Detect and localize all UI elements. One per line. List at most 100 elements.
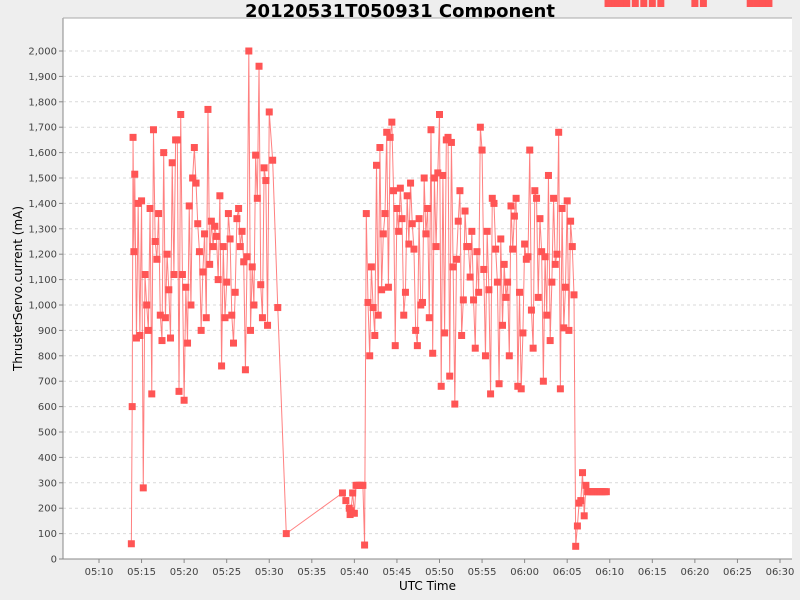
data-point-marker	[144, 326, 152, 334]
data-point-marker	[173, 136, 181, 144]
data-point-marker	[245, 47, 253, 55]
data-point-marker	[410, 245, 418, 253]
data-point-marker	[371, 331, 379, 339]
data-point-marker	[454, 217, 462, 225]
data-point-marker	[510, 212, 518, 220]
data-point-marker	[127, 540, 135, 548]
x-tick-label: 05:55	[468, 567, 497, 578]
data-point-marker	[247, 326, 255, 334]
data-point-marker	[430, 174, 438, 182]
data-point-marker	[434, 169, 442, 177]
y-tick-label: 500	[38, 428, 57, 439]
data-point-marker	[248, 263, 256, 271]
series-line	[130, 50, 607, 547]
data-point-marker	[128, 403, 136, 411]
data-point-marker	[495, 380, 503, 388]
data-point-marker	[480, 265, 488, 273]
data-point-marker	[204, 105, 212, 113]
data-point-marker	[403, 192, 411, 200]
data-point-marker	[400, 311, 408, 319]
x-tick-label: 05:35	[297, 567, 326, 578]
data-point-marker	[390, 187, 398, 195]
x-tick-label: 05:10	[85, 567, 114, 578]
data-point-marker	[143, 301, 151, 309]
data-point-marker	[519, 329, 527, 337]
data-point-marker	[184, 339, 192, 347]
x-tick-label: 05:50	[425, 567, 454, 578]
data-point-marker	[546, 337, 554, 345]
data-point-marker	[490, 199, 498, 207]
data-point-marker	[156, 311, 164, 319]
data-point-marker	[466, 273, 474, 281]
x-tick-label: 05:15	[127, 567, 156, 578]
data-point-marker	[231, 288, 239, 296]
data-point-marker	[527, 306, 535, 314]
y-tick-label: 1,500	[28, 174, 57, 185]
data-point-marker	[541, 253, 549, 261]
data-point-marker	[257, 281, 265, 289]
data-point-marker	[170, 271, 178, 279]
data-point-marker	[560, 324, 568, 332]
data-point-marker	[338, 489, 346, 497]
data-point-marker	[158, 337, 166, 345]
data-point-marker	[194, 220, 202, 228]
data-point-marker	[453, 255, 461, 263]
data-point-marker	[224, 210, 232, 218]
data-point-marker	[533, 194, 541, 202]
data-point-marker	[492, 245, 500, 253]
data-point-marker	[282, 530, 290, 538]
x-tick-label: 06:05	[553, 567, 582, 578]
data-point-marker	[447, 138, 455, 146]
data-point-marker	[379, 230, 387, 238]
data-point-marker	[556, 385, 564, 393]
x-tick-label: 05:25	[212, 567, 241, 578]
data-point-marker	[262, 177, 270, 185]
data-point-marker	[391, 342, 399, 350]
data-point-marker	[446, 372, 454, 380]
data-point-marker	[439, 171, 447, 179]
data-point-marker	[252, 151, 260, 159]
x-tick-label: 05:30	[255, 567, 284, 578]
data-point-marker	[582, 481, 590, 489]
data-point-marker	[544, 171, 552, 179]
data-point-marker	[427, 126, 435, 134]
data-point-marker	[369, 304, 377, 312]
data-point-marker	[539, 377, 547, 385]
data-point-marker	[464, 243, 472, 251]
data-point-marker	[386, 133, 394, 141]
data-point-marker	[378, 286, 386, 294]
data-point-marker	[699, 0, 707, 7]
data-point-marker	[619, 0, 627, 7]
data-point-marker	[407, 179, 415, 187]
data-point-marker	[753, 0, 761, 7]
data-point-marker	[167, 334, 175, 342]
data-point-marker	[349, 489, 357, 497]
data-point-marker	[223, 278, 231, 286]
data-point-marker	[405, 240, 413, 248]
data-point-marker	[218, 362, 226, 370]
data-point-marker	[207, 217, 215, 225]
data-point-marker	[487, 390, 495, 398]
data-point-marker	[451, 400, 459, 408]
data-point-marker	[226, 235, 234, 243]
data-point-marker	[149, 126, 157, 134]
data-point-marker	[579, 469, 587, 477]
data-point-marker	[444, 133, 452, 141]
data-point-marker	[130, 248, 138, 256]
data-point-marker	[139, 484, 147, 492]
y-tick-label: 1,200	[28, 250, 57, 261]
data-point-marker	[241, 366, 249, 374]
x-axis-label: UTC Time	[399, 579, 456, 593]
data-point-marker	[548, 278, 556, 286]
data-point-marker	[168, 159, 176, 167]
data-point-marker	[481, 352, 489, 360]
data-point-marker	[131, 170, 139, 178]
data-point-marker	[211, 222, 219, 230]
data-point-marker	[350, 509, 358, 517]
data-point-marker	[342, 497, 350, 505]
data-point-marker	[483, 227, 491, 235]
data-point-marker	[573, 522, 581, 530]
x-tick-label: 06:00	[510, 567, 539, 578]
data-point-marker	[558, 204, 566, 212]
y-tick-label: 2,000	[28, 47, 57, 58]
